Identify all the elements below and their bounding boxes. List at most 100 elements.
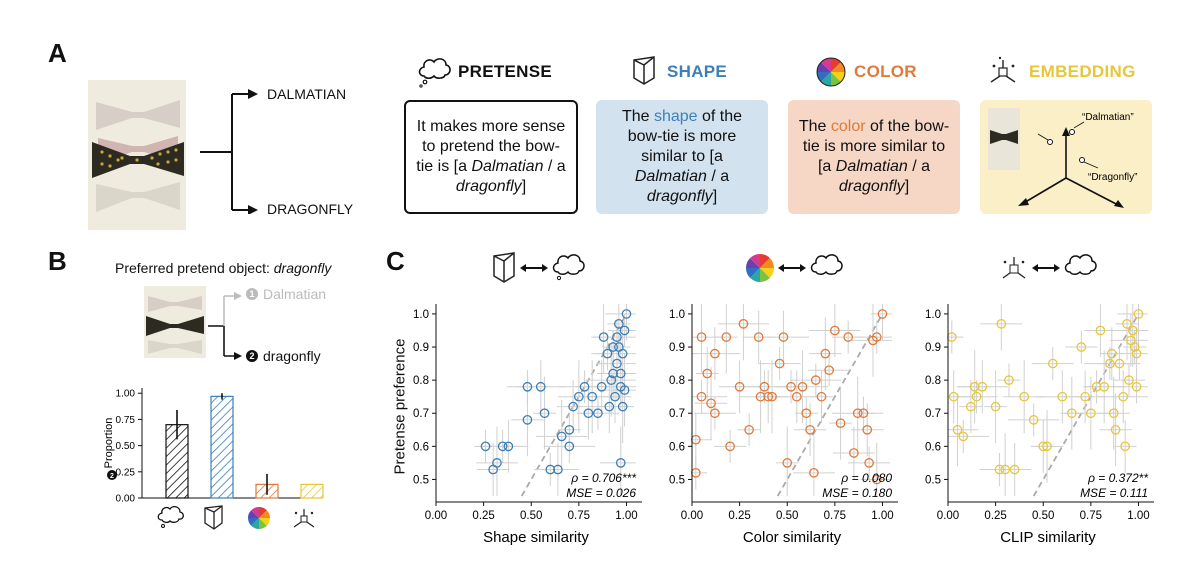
y-tick-label: 0.8 [413, 375, 429, 387]
scatter-point [1080, 391, 1090, 402]
y-tick-label: 0.6 [669, 441, 685, 453]
y-tick-label: 0.7 [669, 408, 685, 420]
ylabel-badge-number: 2 [110, 473, 114, 480]
y-tick-label: 0.9 [925, 342, 941, 354]
rho-stat: ρ = 0.706*** [570, 471, 636, 485]
clip-vs-pretense-header [1002, 254, 1097, 279]
bar-y-tick-label: 0.00 [116, 494, 136, 505]
scatter-point [617, 401, 628, 412]
bar-shape [210, 395, 234, 499]
scatter-point [615, 458, 626, 468]
scatter-point [1110, 424, 1121, 435]
x-tick-label: 0.75 [824, 510, 846, 522]
branch-arrows [200, 89, 258, 214]
x-tick-label: 1.00 [615, 510, 637, 522]
scatter-point [522, 415, 533, 425]
scatter-point [734, 381, 745, 392]
shape-prompt-box: The shape of the bow-tie is more similar… [596, 100, 768, 214]
scatter-point [564, 441, 575, 452]
scatter-point [1124, 375, 1134, 385]
scatter-point [1105, 358, 1115, 369]
y-tick-label: 0.7 [413, 408, 429, 420]
scatter-point [994, 464, 1005, 475]
x-tick-label: 0.50 [776, 510, 798, 522]
branch-label-dragonfly: DRAGONFLY [267, 201, 354, 217]
color-option-1: Dalmatian [835, 158, 908, 175]
x-tick-label: 0.25 [984, 510, 1006, 522]
scatter-point [480, 441, 491, 452]
scatter-point [706, 398, 716, 409]
mse-stat: MSE = 0.180 [822, 486, 892, 500]
bowtie-image [88, 80, 186, 230]
embedding-box: “Dalmatian” “Dragonfly” [980, 100, 1152, 214]
shape-scatter-plot: 0.00 0.25 0.50 0.75 1.00 0.5 0.6 0.7 0.8 0.9 1.0 Sh… [413, 304, 642, 546]
scatter-point [797, 381, 808, 392]
embedding-label-dragonfly: “Dragonfly” [1088, 172, 1137, 183]
y-tick-label: 1.0 [925, 309, 941, 321]
scatter-point [535, 381, 546, 392]
pretense-text-pre: It makes more sense to pretend the bow-t… [416, 118, 566, 175]
scatter-point [782, 458, 793, 468]
x-tick-label: 1.00 [871, 510, 893, 522]
scatter-point [568, 401, 578, 412]
x-tick-label: 1.00 [1127, 510, 1149, 522]
scatter-point [810, 375, 821, 385]
scatter-point [786, 381, 796, 392]
scatter-point [1131, 348, 1142, 359]
scatter-point [755, 391, 766, 402]
panel-b-title: Preferred pretend object: dragonfly [115, 260, 331, 276]
scatter-point [952, 424, 963, 435]
scatter-point [615, 368, 626, 379]
proportion-bar-chart: 0.00 0.25 0.50 0.75 1.00 Proportion 2 [103, 388, 324, 505]
shape-prompt-text: The shape of the bow-tie is more similar… [606, 107, 758, 207]
scatter-point [564, 424, 575, 435]
clip-scatter-plot: 0.00 0.25 0.50 0.75 1.00 0.5 0.6 0.7 0.8 0.9 1.0 CL… [925, 304, 1154, 546]
mode-title-embedding: EMBEDDING [1029, 62, 1136, 81]
scatter-point [1091, 381, 1102, 392]
color-text-mid2: of the bow-tie is more similar to [a [802, 118, 950, 175]
scatter-point [852, 408, 863, 419]
scatter-point [596, 381, 607, 392]
shape-category-icon [204, 505, 223, 530]
scatter-point [1009, 464, 1020, 475]
scatter-point [1066, 408, 1077, 419]
y-tick-label: 0.5 [413, 474, 429, 486]
shape-text-mid: / a [706, 168, 730, 185]
color-text-mid: / a [907, 158, 931, 175]
shape-text-mid2: of the bow-tie is more similar to [a [627, 108, 743, 165]
scatter-point [621, 309, 632, 319]
scatter-point [1019, 391, 1030, 402]
scatter-point [862, 424, 873, 435]
rho-stat: ρ = 0.080 [840, 471, 892, 485]
scatter-point [1038, 441, 1049, 452]
option-2-label: dragonfly [263, 348, 321, 364]
mse-stat: MSE = 0.026 [566, 486, 636, 500]
color-highlight: color [830, 118, 866, 135]
pretense-prompt-text: It makes more sense to pretend the bow-t… [416, 117, 566, 197]
scatter-point [990, 401, 1001, 412]
scatter-point [744, 424, 754, 435]
scatter-point [805, 424, 815, 435]
mode-title-shape: SHAPE [667, 62, 728, 81]
scatter-point [1000, 464, 1010, 475]
scatter-point [1120, 441, 1130, 452]
x-tick-label: 0.00 [937, 510, 959, 522]
x-tick-label: 0.50 [520, 510, 542, 522]
rho-stat: ρ = 0.372** [1087, 471, 1148, 485]
bar-y-tick-label: 0.25 [116, 467, 136, 478]
embedding-diagram: “Dalmatian” “Dragonfly” [988, 108, 1137, 208]
y-tick-label: 0.8 [669, 375, 685, 387]
scatter-point [1129, 342, 1140, 352]
identity-line [776, 313, 884, 497]
y-tick-label: 0.6 [925, 441, 941, 453]
scatter-point [969, 381, 980, 392]
scatter-point [809, 467, 819, 478]
x-tick-label: 0.00 [425, 510, 447, 522]
mode-title-pretense: PRETENSE [458, 62, 553, 81]
scatter-point [1042, 441, 1052, 452]
scatter-point [753, 332, 764, 342]
pretense-prompt-box: It makes more sense to pretend the bow-t… [404, 100, 578, 214]
prism-shape-icon [633, 56, 655, 85]
y-tick-label: 1.0 [413, 309, 429, 321]
scatter-point [1086, 408, 1096, 419]
